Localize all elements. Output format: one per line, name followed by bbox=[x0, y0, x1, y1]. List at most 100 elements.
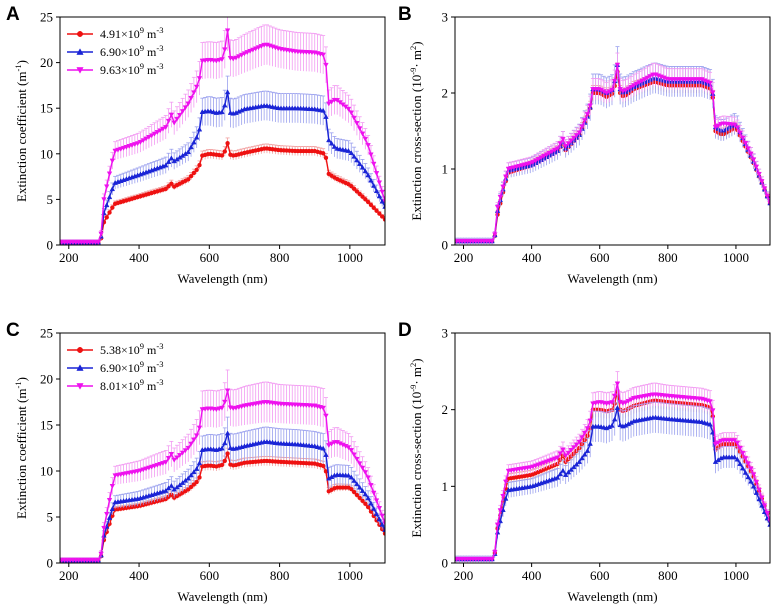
data-point bbox=[236, 54, 242, 60]
data-point bbox=[163, 487, 169, 493]
x-tick-label: 1000 bbox=[337, 250, 363, 265]
legend-label-main: 5.38×10 bbox=[100, 343, 140, 357]
data-point bbox=[171, 457, 177, 463]
data-point bbox=[750, 157, 757, 163]
data-point bbox=[549, 149, 555, 155]
data-point bbox=[348, 110, 354, 116]
data-point bbox=[699, 419, 705, 425]
data-point bbox=[497, 518, 504, 524]
data-point bbox=[317, 444, 324, 450]
data-point bbox=[740, 135, 746, 141]
data-point bbox=[576, 130, 583, 136]
data-point bbox=[106, 171, 113, 177]
data-point bbox=[373, 511, 380, 517]
y-axis-title-tail: ) bbox=[409, 41, 424, 45]
data-point bbox=[554, 474, 561, 480]
data-point bbox=[326, 443, 332, 449]
data-point bbox=[356, 484, 363, 490]
data-point bbox=[628, 84, 634, 90]
y-tick-label: 15 bbox=[40, 418, 53, 433]
data-point bbox=[197, 162, 202, 168]
data-point bbox=[160, 126, 166, 132]
x-tick-label: 800 bbox=[270, 250, 290, 265]
data-point bbox=[213, 407, 220, 413]
y-tick-label: 25 bbox=[40, 326, 53, 341]
data-point bbox=[132, 142, 138, 148]
legend-marker bbox=[77, 347, 83, 353]
data-point bbox=[742, 141, 749, 147]
y-tick-label: 10 bbox=[40, 146, 53, 161]
data-point bbox=[609, 422, 615, 428]
x-axis-title: Wavelength (nm) bbox=[567, 271, 657, 286]
data-point bbox=[210, 109, 217, 115]
data-point bbox=[579, 124, 585, 130]
data-point bbox=[351, 153, 357, 159]
data-point bbox=[549, 457, 555, 463]
data-point bbox=[171, 120, 177, 126]
data-point bbox=[222, 399, 228, 405]
data-point bbox=[707, 421, 713, 427]
data-point bbox=[573, 133, 580, 139]
data-point bbox=[222, 458, 227, 464]
data-point bbox=[104, 202, 110, 208]
data-point bbox=[174, 116, 180, 122]
plot-frame bbox=[454, 332, 771, 564]
data-point bbox=[365, 143, 371, 149]
x-tick-label: 200 bbox=[59, 250, 79, 265]
data-point bbox=[191, 139, 197, 145]
data-point bbox=[631, 83, 637, 89]
data-point bbox=[179, 109, 186, 115]
data-point bbox=[188, 173, 194, 179]
data-point bbox=[379, 198, 385, 204]
data-point bbox=[543, 459, 550, 465]
data-point bbox=[756, 487, 762, 493]
data-point bbox=[622, 400, 629, 406]
data-point bbox=[107, 210, 112, 215]
data-point bbox=[494, 522, 501, 528]
series-2 bbox=[455, 389, 770, 563]
y-axis-title-group: Extinction cross-section (10-9· m2) bbox=[408, 41, 424, 220]
data-point bbox=[503, 495, 509, 501]
panel-letter: B bbox=[398, 4, 412, 25]
data-point bbox=[368, 152, 374, 158]
data-point bbox=[611, 79, 618, 84]
data-point bbox=[611, 416, 618, 422]
data-point bbox=[98, 551, 104, 557]
legend-label-unit: m bbox=[144, 45, 157, 59]
data-point bbox=[761, 503, 768, 509]
y-axis-title-exp: -9 bbox=[408, 385, 418, 392]
data-point bbox=[742, 469, 749, 475]
data-point bbox=[134, 469, 141, 475]
data-point bbox=[503, 479, 509, 485]
data-point bbox=[579, 435, 585, 441]
data-point bbox=[565, 450, 572, 456]
data-point bbox=[101, 197, 107, 203]
y-tick-label: 0 bbox=[442, 556, 449, 571]
data-point bbox=[185, 101, 191, 107]
plot-frame bbox=[59, 16, 386, 246]
data-point bbox=[323, 113, 329, 119]
y-tick-label: 15 bbox=[40, 101, 53, 116]
data-point bbox=[614, 62, 621, 68]
data-point bbox=[224, 430, 231, 436]
data-point bbox=[753, 489, 760, 495]
y-axis-title-exp2: 2 bbox=[408, 363, 418, 367]
x-axis-title: Wavelength (nm) bbox=[177, 589, 267, 604]
legend-label-unit: m bbox=[144, 63, 157, 77]
y-tick-label: 5 bbox=[47, 510, 54, 525]
data-point bbox=[323, 155, 329, 161]
data-point bbox=[767, 201, 770, 207]
data-point bbox=[154, 462, 161, 468]
data-point bbox=[191, 437, 197, 443]
data-point bbox=[368, 483, 374, 488]
data-point bbox=[140, 467, 146, 473]
data-point bbox=[326, 137, 332, 143]
y-axis-title-exp2: 2 bbox=[408, 46, 418, 50]
data-point bbox=[606, 89, 612, 95]
chart-panel-b: B 200 400 600 800 1000 0 1 2 3 Wavelength (nm) Exti… bbox=[398, 4, 771, 286]
legend-label-unit: m bbox=[144, 361, 157, 375]
data-point bbox=[535, 157, 542, 162]
data-point bbox=[345, 472, 352, 478]
legend-marker bbox=[76, 364, 84, 371]
data-point bbox=[756, 496, 762, 502]
